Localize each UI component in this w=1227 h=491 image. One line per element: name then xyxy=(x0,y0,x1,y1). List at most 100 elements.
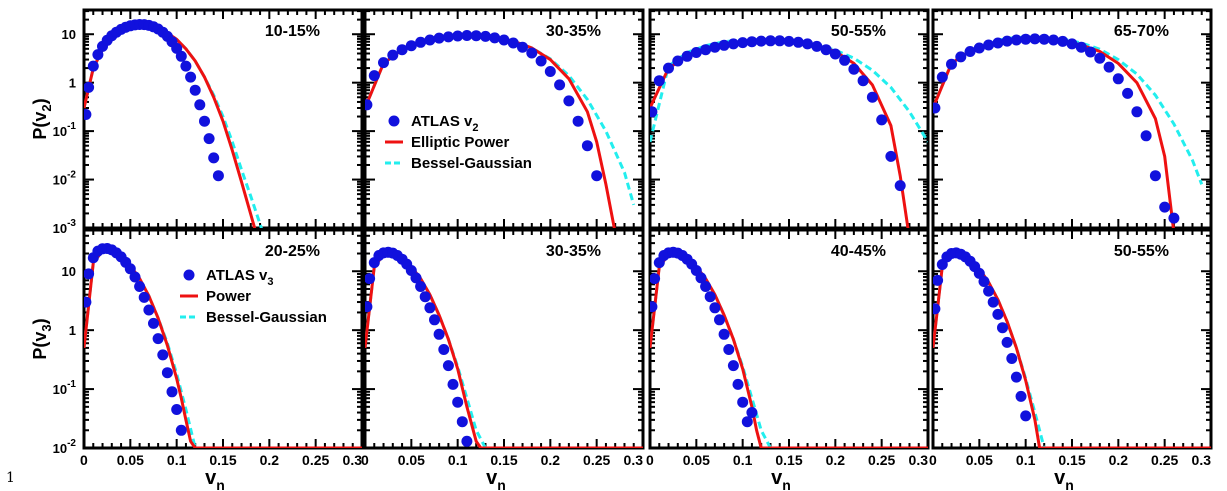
centrality-label: 30-35% xyxy=(546,23,601,40)
bessel-gaussian-line xyxy=(365,252,643,448)
atlas-point xyxy=(212,170,224,182)
atlas-point xyxy=(700,44,712,56)
atlas-point xyxy=(405,40,417,52)
centrality-label: 65-70% xyxy=(1114,23,1169,40)
atlas-point xyxy=(1038,33,1050,45)
atlas-point xyxy=(84,268,95,280)
panel-1-1: 30-35% 0 0.05 0.1 0.15 0.2 0.25 0.3 vn xyxy=(361,228,645,491)
atlas-point xyxy=(175,424,187,436)
atlas-point xyxy=(820,44,832,56)
atlas-point xyxy=(650,301,658,313)
atlas-point xyxy=(1085,46,1096,58)
atlas-point xyxy=(526,47,538,59)
y-tick-label: 1 xyxy=(69,76,76,91)
atlas-point xyxy=(783,35,795,47)
atlas-point xyxy=(709,41,721,53)
x-tick-label: 0 xyxy=(646,452,654,468)
bessel-gaussian-line xyxy=(650,252,928,448)
atlas-point xyxy=(933,274,944,286)
atlas-point xyxy=(1057,35,1069,47)
atlas-point xyxy=(737,37,749,49)
atlas-point xyxy=(802,38,813,50)
atlas-point xyxy=(507,37,519,49)
atlas-point xyxy=(194,99,206,111)
atlas-point xyxy=(433,32,445,44)
atlas-point xyxy=(535,55,547,67)
y-tick-label: 10-2 xyxy=(53,438,77,456)
x-tick-label: 0.25 xyxy=(302,452,329,468)
panel-1-2: 40-45% 0 0.05 0.1 0.15 0.2 0.25 0.3 vn xyxy=(646,228,930,491)
atlas-point xyxy=(185,71,197,83)
atlas-point xyxy=(581,140,593,152)
x-tick-label: 0.2 xyxy=(826,452,846,468)
y-tick-label: 10 xyxy=(62,27,76,42)
atlas-point xyxy=(973,267,985,279)
atlas-point xyxy=(839,54,851,66)
atlas-point xyxy=(1159,201,1171,213)
bessel-gaussian-line xyxy=(933,35,1204,185)
centrality-label: 20-25% xyxy=(265,243,320,260)
atlas-point xyxy=(171,404,183,415)
atlas-point xyxy=(755,35,767,47)
atlas-point xyxy=(442,31,454,43)
panel-0-0: 10-15% 10-3 10-2 10-1 1 10 P(v2) xyxy=(30,8,364,236)
atlas-point xyxy=(447,378,459,390)
x-axis-label: vn xyxy=(486,467,506,491)
atlas-point xyxy=(829,48,841,60)
atlas-point xyxy=(714,314,725,326)
x-tick-label: 0.05 xyxy=(683,452,710,468)
x-tick-label: 0.1 xyxy=(448,452,468,468)
power-line xyxy=(365,252,643,448)
x-tick-label: 0.25 xyxy=(583,452,610,468)
atlas-point xyxy=(378,57,389,69)
atlas-point xyxy=(695,272,707,284)
x-tick-label: 0 xyxy=(929,452,937,468)
atlas-point xyxy=(84,296,92,308)
atlas-point xyxy=(396,44,408,56)
x-tick-label: 0.3 xyxy=(1192,452,1212,468)
atlas-point xyxy=(1112,73,1124,85)
atlas-point xyxy=(419,291,431,303)
x-tick-label: 0.15 xyxy=(775,452,802,468)
atlas-point xyxy=(442,360,454,372)
x-tick-label: 0.1 xyxy=(1016,452,1036,468)
atlas-point xyxy=(1001,336,1013,348)
atlas-point xyxy=(180,60,192,72)
atlas-point xyxy=(84,109,92,120)
atlas-point xyxy=(1103,61,1115,73)
atlas-point xyxy=(138,291,150,303)
atlas-point xyxy=(1006,353,1018,364)
legend-power-label: Power xyxy=(206,288,251,305)
atlas-point xyxy=(866,91,878,103)
atlas-point xyxy=(415,36,427,48)
atlas-point xyxy=(723,344,735,355)
atlas-point xyxy=(1094,52,1106,64)
atlas-point xyxy=(129,271,141,283)
power-line xyxy=(650,39,910,228)
atlas-point xyxy=(1066,38,1078,50)
atlas-point xyxy=(1168,212,1180,224)
atlas-point xyxy=(365,99,373,111)
atlas-point xyxy=(732,378,744,390)
atlas-point xyxy=(894,180,906,192)
atlas-point xyxy=(1140,130,1152,142)
atlas-point xyxy=(92,49,104,61)
atlas-point xyxy=(848,63,860,75)
x-tick-label: 0.15 xyxy=(1058,452,1085,468)
atlas-point xyxy=(709,302,721,314)
atlas-point xyxy=(653,75,665,87)
legend-bessel-label: Bessel-Gaussian xyxy=(206,309,327,326)
atlas-point xyxy=(876,114,888,126)
y-axis-label: P(v2) xyxy=(30,98,54,139)
y-tick-label: 10 xyxy=(62,264,76,279)
atlas-point xyxy=(461,30,473,41)
x-axis-label: vn xyxy=(205,467,225,491)
atlas-point xyxy=(936,71,948,83)
atlas-point xyxy=(857,75,869,87)
atlas-point xyxy=(1029,33,1041,45)
atlas-point xyxy=(955,51,967,63)
power-line xyxy=(933,253,1211,448)
centrality-label: 40-45% xyxy=(831,243,886,260)
